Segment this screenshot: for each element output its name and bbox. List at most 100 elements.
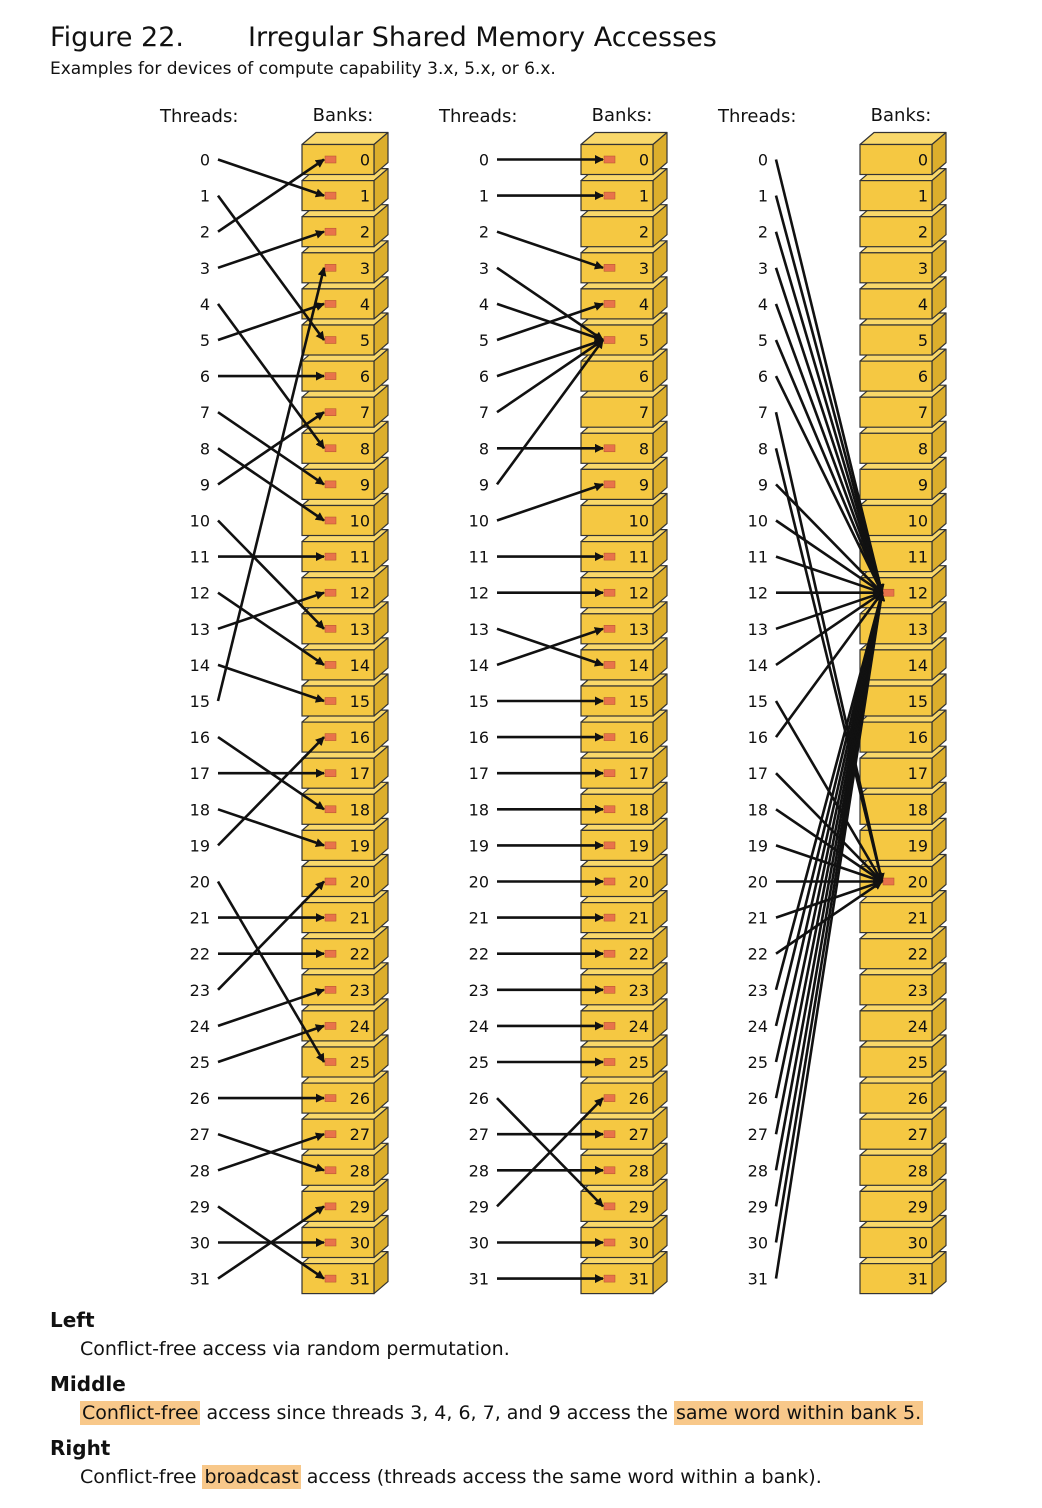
bank-front-face <box>301 1190 375 1223</box>
bank-column: 3130292827262524232221201918171615141312… <box>580 131 668 1295</box>
bank-front-face <box>301 974 375 1006</box>
word-marker <box>324 372 337 380</box>
thread-number: 31 <box>190 1270 210 1289</box>
bank-front-face <box>301 577 375 609</box>
bank-15: 15 <box>580 673 668 717</box>
thread-number: 20 <box>469 873 489 892</box>
bank-number: 18 <box>350 800 370 819</box>
access-arrow <box>496 338 604 378</box>
thread-number: 21 <box>469 909 489 928</box>
word-marker <box>603 949 616 958</box>
thread-number: 8 <box>200 439 210 458</box>
bank-number: 27 <box>350 1125 370 1144</box>
thread-number: 30 <box>469 1234 489 1253</box>
bank-front-face <box>859 216 933 248</box>
bank-number: 22 <box>350 945 370 964</box>
word-marker <box>324 841 337 850</box>
bank-front-face <box>580 216 654 248</box>
thread-number: 6 <box>758 367 768 386</box>
bank-number: 13 <box>629 620 649 639</box>
bank-number: 3 <box>639 259 649 278</box>
thread-number: 12 <box>190 584 210 603</box>
word-marker <box>324 877 337 886</box>
bank-front-face <box>859 721 933 753</box>
thread-number: 6 <box>200 367 210 386</box>
bank-31: 31 <box>859 1250 947 1295</box>
word-marker <box>324 1238 337 1247</box>
thread-number: 28 <box>748 1161 768 1180</box>
thread-number: 3 <box>200 259 210 278</box>
thread-number: 11 <box>469 548 489 567</box>
thread-number: 7 <box>758 403 768 422</box>
access-arrow <box>217 988 325 1028</box>
bank-number: 1 <box>360 187 370 206</box>
bank-front-face <box>859 1118 933 1150</box>
thread-number: 3 <box>479 259 489 278</box>
bank-number: 6 <box>639 367 649 386</box>
access-arrow <box>217 1024 325 1064</box>
threads-label: Threads: <box>159 106 238 127</box>
access-arrow <box>496 230 604 270</box>
bank-front-face <box>859 252 933 284</box>
bank-5: 5 <box>859 312 947 356</box>
bank-front-face <box>301 829 375 862</box>
bank-number: 16 <box>908 728 928 747</box>
thread-number: 18 <box>748 800 768 819</box>
bank-number: 18 <box>908 800 928 819</box>
thread-number: 14 <box>469 656 489 675</box>
thread-number: 12 <box>748 584 768 603</box>
bank-9: 9 <box>580 456 668 500</box>
bank-number: 27 <box>629 1125 649 1144</box>
bank-front-face <box>859 974 933 1006</box>
thread-number: 29 <box>190 1197 210 1216</box>
bank-front-face <box>859 1262 933 1295</box>
thread-number: 1 <box>758 187 768 206</box>
bank-front-face <box>859 1082 933 1114</box>
bank-number: 30 <box>908 1234 928 1253</box>
bank-12: 12 <box>301 565 389 609</box>
thread-number: 24 <box>469 1017 489 1036</box>
word-marker <box>603 1202 616 1211</box>
bank-number: 29 <box>629 1197 649 1216</box>
thread-number: 31 <box>748 1270 768 1289</box>
access-arrows <box>495 155 605 1284</box>
banks-label: Banks: <box>592 105 653 126</box>
bank-number: 6 <box>918 367 928 386</box>
bank-front-face <box>859 360 933 392</box>
thread-number: 18 <box>469 800 489 819</box>
thread-number: 13 <box>469 620 489 639</box>
access-arrow <box>217 1132 325 1172</box>
bank-front-face <box>301 324 375 356</box>
word-marker <box>324 1274 337 1283</box>
note-heading: Left <box>50 1308 95 1332</box>
bank-number: 7 <box>639 403 649 422</box>
thread-number: 27 <box>469 1125 489 1144</box>
access-arrow <box>775 519 883 594</box>
access-arrow <box>217 1205 325 1280</box>
bank-front-face <box>580 288 654 320</box>
figure-number: Figure 22. <box>50 22 184 53</box>
word-marker <box>324 1202 337 1211</box>
thread-number: 8 <box>479 439 489 458</box>
bank-front-face <box>859 468 933 500</box>
bank-number: 29 <box>908 1197 928 1216</box>
thread-number: 4 <box>479 295 489 314</box>
bank-number: 26 <box>908 1089 928 1108</box>
access-arrow <box>775 591 883 666</box>
word-marker <box>603 661 616 669</box>
thread-number: 27 <box>190 1125 210 1144</box>
thread-number: 15 <box>469 692 489 711</box>
bank-front-face <box>301 685 375 717</box>
access-arrow <box>774 231 885 594</box>
bank-front-face <box>859 396 933 428</box>
bank-front-face <box>859 1226 933 1259</box>
bank-front-face <box>859 288 933 320</box>
bank-number: 9 <box>639 475 649 494</box>
bank-number: 4 <box>360 295 370 314</box>
access-arrow <box>217 808 325 848</box>
bank-4: 4 <box>859 276 947 320</box>
thread-number: 23 <box>748 981 768 1000</box>
word-marker <box>324 300 337 308</box>
bank-front-face <box>859 1154 933 1186</box>
thread-column: 0123456789101112131415161718192021222324… <box>190 151 210 1289</box>
